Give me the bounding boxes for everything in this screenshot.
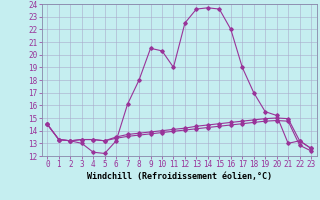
X-axis label: Windchill (Refroidissement éolien,°C): Windchill (Refroidissement éolien,°C) [87,172,272,181]
